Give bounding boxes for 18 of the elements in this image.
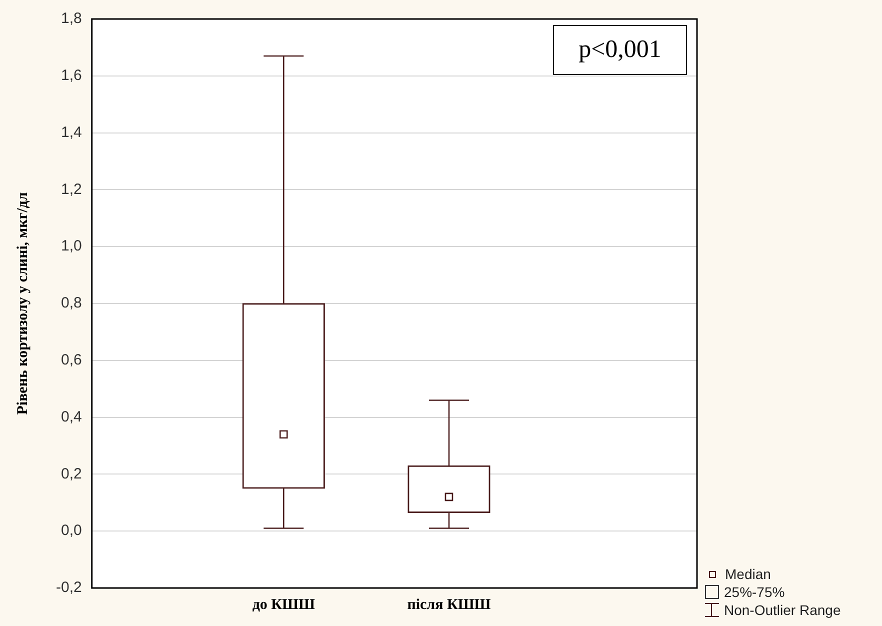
y-tick-label: 1,6 xyxy=(60,67,82,84)
x-tick-label: до КШШ xyxy=(252,596,316,613)
x-tick-label: після КШШ xyxy=(407,596,492,613)
y-tick-label: 1,8 xyxy=(60,10,82,28)
y-tick-label: 0,4 xyxy=(60,408,82,426)
text: 25%-75% xyxy=(724,583,785,601)
y-tick-label: 1,2 xyxy=(60,180,82,198)
y-tick-label: -0,2 xyxy=(56,579,82,596)
y-tick-label: 0,6 xyxy=(60,352,82,369)
y-tick-label: 0,2 xyxy=(60,465,82,482)
text: Median xyxy=(725,565,771,583)
y-tick-label: 0,8 xyxy=(60,294,82,312)
y-tick-label: 1,4 xyxy=(60,124,82,141)
y-tick-label: 0,0 xyxy=(60,522,82,540)
text: Non-Outlier Range xyxy=(724,601,841,619)
y-axis-title: Рівень кортизолу у слині, мкг/дл xyxy=(14,192,31,415)
y-tick-label: 1,0 xyxy=(60,238,82,255)
text: p<0,001 xyxy=(553,25,687,75)
